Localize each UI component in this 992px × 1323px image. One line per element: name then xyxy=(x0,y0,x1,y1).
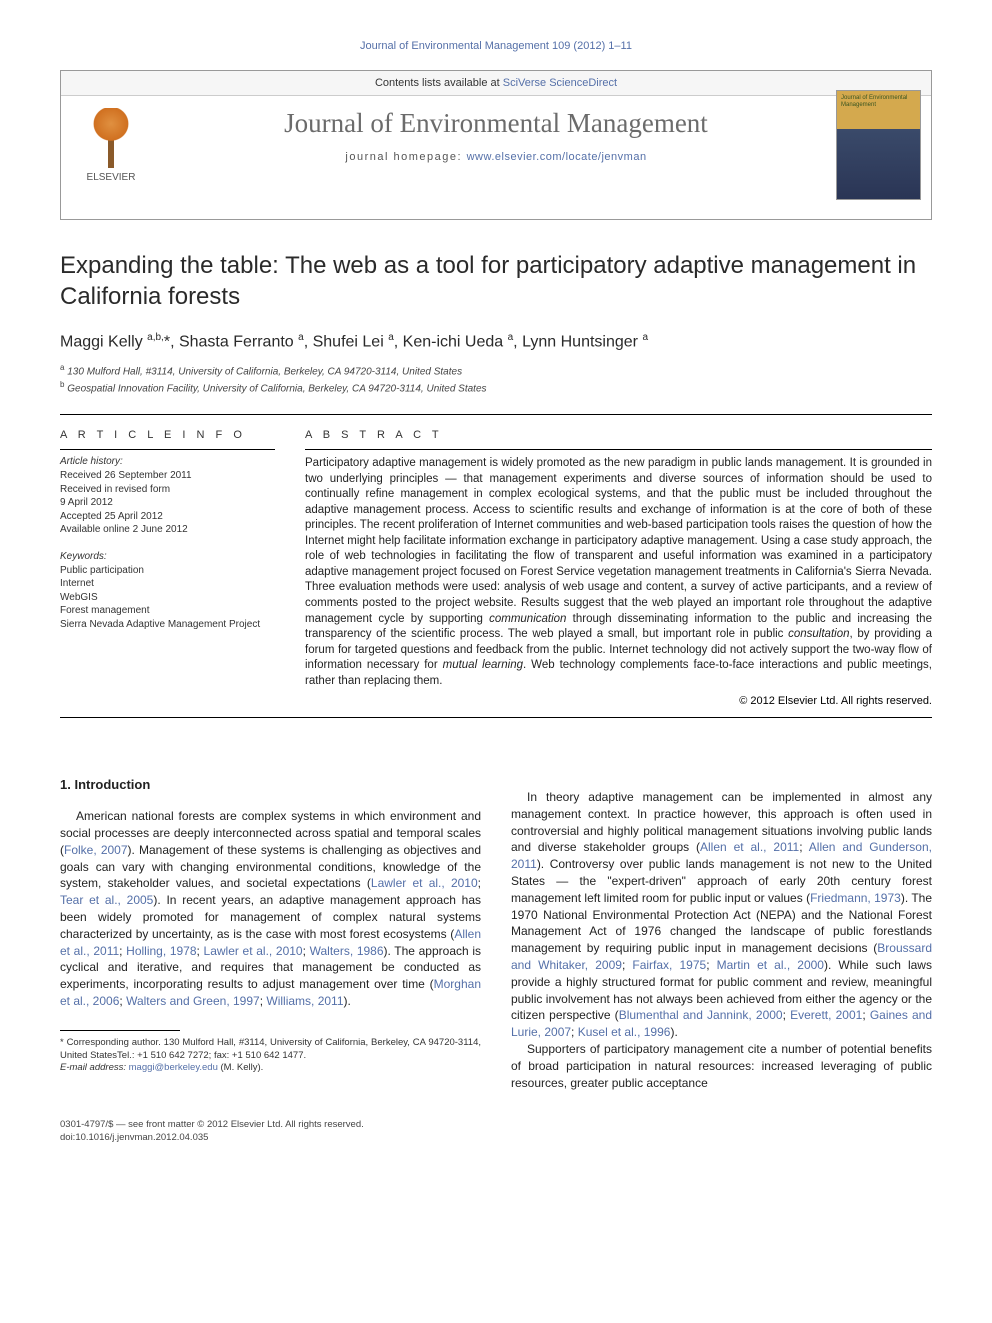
article-title: Expanding the table: The web as a tool f… xyxy=(60,250,932,312)
t: ). xyxy=(670,1025,677,1039)
abs-emph2: consultation xyxy=(788,628,849,640)
t: ; xyxy=(799,840,809,854)
article-info-heading: A R T I C L E I N F O xyxy=(60,429,275,441)
article-info-column: A R T I C L E I N F O Article history: R… xyxy=(60,429,275,707)
citation-link[interactable]: Blumenthal and Jannink, 2000 xyxy=(619,1008,783,1022)
footnotes: * Corresponding author. 130 Mulford Hall… xyxy=(60,1037,481,1075)
citation-link[interactable]: Allen et al., 2011 xyxy=(700,840,799,854)
citation-link[interactable]: Friedmann, 1973 xyxy=(810,891,901,905)
divider xyxy=(60,414,932,415)
citation-link[interactable]: Tear et al., 2005 xyxy=(60,893,153,907)
homepage-pre: journal homepage: xyxy=(345,151,466,163)
page-footer: 0301-4797/$ — see front matter © 2012 El… xyxy=(60,1119,932,1144)
citation-link[interactable]: Lawler et al., 2010 xyxy=(204,944,303,958)
journal-cover-thumb: Journal of Environmental Management xyxy=(836,90,921,200)
journal-homepage: journal homepage: www.elsevier.com/locat… xyxy=(61,143,931,175)
t: ; xyxy=(783,1008,791,1022)
corr-author-footnote: * Corresponding author. 130 Mulford Hall… xyxy=(60,1037,481,1063)
body-column-right: In theory adaptive management can be imp… xyxy=(511,732,932,1091)
cover-thumb-title: Journal of Environmental Management xyxy=(841,95,916,108)
elsevier-logo: ELSEVIER xyxy=(71,100,151,190)
citation-link[interactable]: Lawler et al., 2010 xyxy=(371,876,478,890)
t: ; xyxy=(478,876,481,890)
section-1-heading: 1. Introduction xyxy=(60,776,481,794)
history-lines: Received 26 September 2011Received in re… xyxy=(60,469,275,537)
sciencedirect-link[interactable]: SciVerse ScienceDirect xyxy=(503,77,617,89)
journal-name: Journal of Environmental Management xyxy=(61,108,931,139)
t: ; xyxy=(622,958,632,972)
body-column-left: 1. Introduction American national forest… xyxy=(60,732,481,1091)
t: ; xyxy=(303,944,310,958)
citation-link[interactable]: Fairfax, 1975 xyxy=(632,958,706,972)
citation-link[interactable]: Martin et al., 2000 xyxy=(717,958,824,972)
keyword-lines: Public participationInternetWebGISForest… xyxy=(60,564,275,632)
citation-link[interactable]: Williams, 2011 xyxy=(266,994,343,1008)
abstract-copyright: © 2012 Elsevier Ltd. All rights reserved… xyxy=(305,695,932,707)
abs-pre: Participatory adaptive management is wid… xyxy=(305,457,932,624)
t: ; xyxy=(706,958,716,972)
history-label: Article history: xyxy=(60,456,275,467)
footer-doi: doi:10.1016/j.jenvman.2012.04.035 xyxy=(60,1132,932,1144)
journal-header-box: ELSEVIER Contents lists available at Sci… xyxy=(60,70,932,220)
footnote-divider xyxy=(60,1030,180,1031)
footer-line1: 0301-4797/$ — see front matter © 2012 El… xyxy=(60,1119,932,1131)
email-post: (M. Kelly). xyxy=(218,1062,263,1073)
t: ; xyxy=(862,1008,870,1022)
t: ; xyxy=(571,1025,578,1039)
divider xyxy=(60,717,932,718)
abstract-column: A B S T R A C T Participatory adaptive m… xyxy=(305,429,932,707)
keywords-label: Keywords: xyxy=(60,551,275,562)
intro-p1: American national forests are complex sy… xyxy=(60,808,481,1010)
citation-link[interactable]: Kusel et al., 1996 xyxy=(578,1025,671,1039)
t: ; xyxy=(197,944,204,958)
t: ). xyxy=(344,994,351,1008)
divider xyxy=(305,449,932,450)
email-label: E-mail address: xyxy=(60,1062,129,1073)
intro-p3: Supporters of participatory management c… xyxy=(511,1041,932,1091)
intro-p2: In theory adaptive management can be imp… xyxy=(511,789,932,1041)
elsevier-tree-icon xyxy=(81,108,141,168)
abs-emph3: mutual learning xyxy=(443,659,523,671)
authors-line: Maggi Kelly a,b,*, Shasta Ferranto a, Sh… xyxy=(60,332,932,351)
homepage-url[interactable]: www.elsevier.com/locate/jenvman xyxy=(467,151,647,163)
abstract-text: Participatory adaptive management is wid… xyxy=(305,456,932,689)
citation-link[interactable]: Walters and Green, 1997 xyxy=(126,994,260,1008)
contents-pre: Contents lists available at xyxy=(375,77,503,89)
abstract-heading: A B S T R A C T xyxy=(305,429,932,441)
citation-link[interactable]: Folke, 2007 xyxy=(64,843,128,857)
abs-emph1: communication xyxy=(489,613,566,625)
divider xyxy=(60,449,275,450)
citation-link[interactable]: Everett, 2001 xyxy=(790,1008,862,1022)
elsevier-label: ELSEVIER xyxy=(87,172,136,183)
email-link[interactable]: maggi@berkeley.edu xyxy=(129,1062,218,1073)
running-header: Journal of Environmental Management 109 … xyxy=(60,40,932,52)
citation-link[interactable]: Holling, 1978 xyxy=(126,944,196,958)
citation-link[interactable]: Walters, 1986 xyxy=(310,944,384,958)
contents-line: Contents lists available at SciVerse Sci… xyxy=(61,71,931,96)
affiliations: a 130 Mulford Hall, #3114, University of… xyxy=(60,362,932,397)
